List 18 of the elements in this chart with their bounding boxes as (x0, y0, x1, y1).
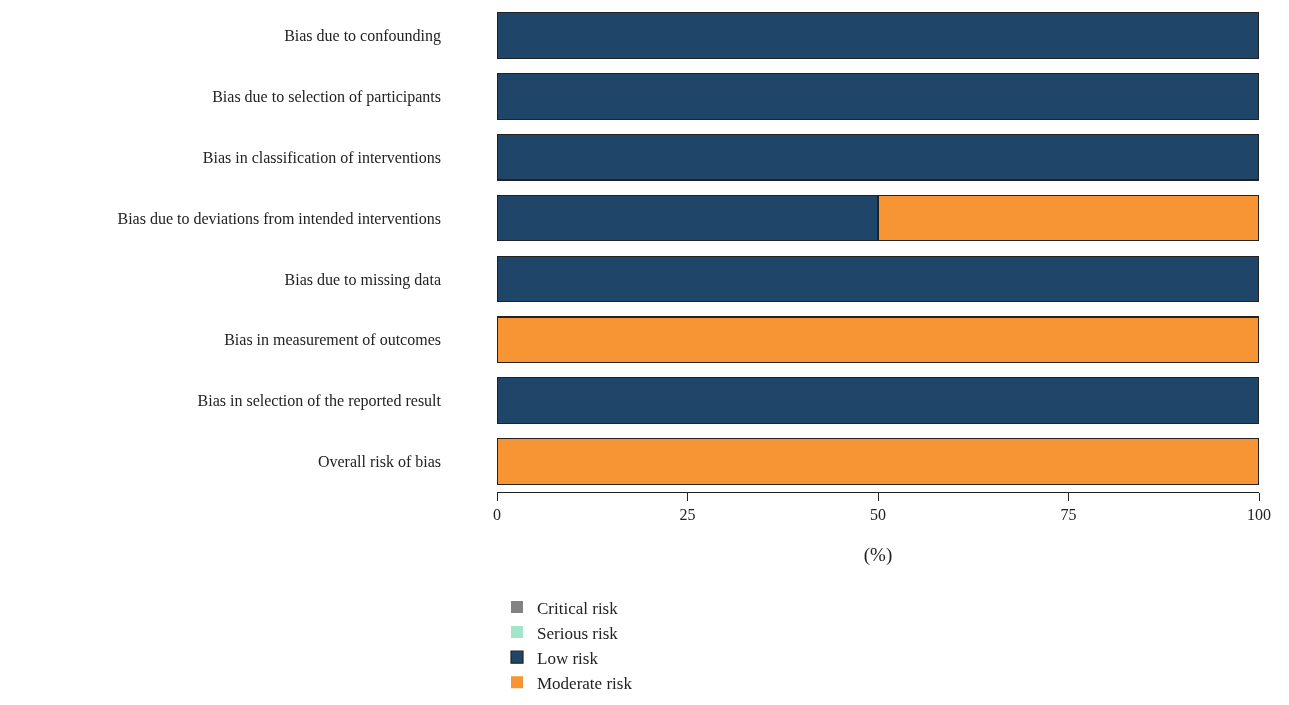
y-tick-label: Bias in classification of interventions (202, 148, 441, 166)
legend-label: Low risk (537, 648, 599, 668)
legend-label: Critical risk (537, 598, 619, 618)
y-tick-label: Bias due to confounding (284, 27, 441, 46)
y-tick-label: Bias in measurement of outcomes (224, 331, 441, 349)
x-tick-label: 0 (493, 506, 501, 524)
x-axis-title: (%) (863, 544, 893, 566)
y-tick-label: Overall risk of bias (317, 453, 441, 471)
x-tick-label: 25 (679, 506, 696, 524)
y-tick-label: Bias due to selection of participants (212, 87, 441, 106)
x-tick-label: 75 (1060, 506, 1077, 524)
x-tick-label: 50 (870, 506, 886, 524)
y-tick-label: Bias due to deviations from intended interventions (117, 209, 441, 227)
legend-label: Moderate risk (537, 673, 633, 693)
y-tick-label: Bias due to missing data (284, 270, 441, 289)
legend-label: Serious risk (537, 623, 619, 643)
x-tick-label: 100 (1247, 506, 1271, 524)
y-tick-label: Bias in selection of the reported result (197, 392, 442, 411)
